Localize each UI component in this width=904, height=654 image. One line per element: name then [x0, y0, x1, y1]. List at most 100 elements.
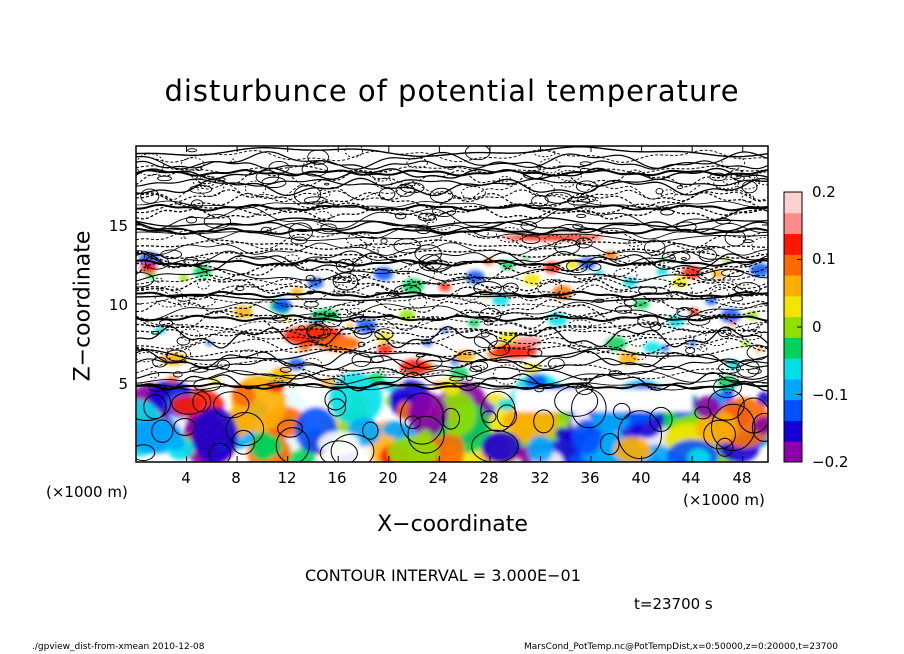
contour-loop [290, 236, 308, 245]
heatmap-blob [467, 318, 481, 328]
contour-line [136, 344, 768, 358]
heatmap-blob [622, 277, 638, 288]
x-tick-label: 48 [732, 469, 752, 487]
contour-loop [178, 300, 190, 307]
contour-loop [626, 239, 643, 247]
contour-loop [351, 353, 372, 367]
contour-loop [196, 279, 210, 290]
contour-line [136, 160, 768, 170]
contour-loop [747, 368, 762, 375]
contour-loop [649, 321, 662, 331]
x-unit-label-left: (×1000 m) [46, 483, 128, 501]
contour-loop [305, 274, 315, 282]
contour-line [136, 382, 768, 391]
colorbar-segment [784, 378, 802, 401]
contour-loop [203, 214, 232, 229]
contour-loop [575, 382, 594, 395]
x-tick-label: 24 [428, 469, 448, 487]
heatmap-blob [688, 340, 697, 347]
contour-loop [703, 419, 736, 450]
colorbar-tick-label: 0 [812, 318, 822, 336]
contour-loop [235, 256, 242, 260]
contour-loop [695, 244, 713, 252]
contour-loop [538, 158, 562, 174]
contour-loop [568, 319, 592, 331]
heatmap-blob [523, 273, 541, 286]
contour-loop [465, 375, 473, 381]
contour-loop [461, 186, 486, 200]
heatmap-blob [633, 299, 650, 309]
contour-loop [480, 330, 490, 338]
contour-loop [416, 354, 443, 370]
contour-loop [737, 397, 768, 434]
contour-loop [260, 226, 272, 235]
contour-loop [193, 378, 222, 392]
heatmap-blob [346, 323, 354, 329]
contour-line [136, 217, 768, 228]
contour-loop [734, 282, 761, 297]
contour-loop [447, 166, 454, 170]
contour-loop [481, 410, 497, 424]
contour-loop [608, 370, 623, 376]
contour-loop [144, 254, 169, 270]
contour-loop [370, 248, 379, 254]
contour-loop [339, 368, 347, 374]
contour-line [136, 274, 768, 286]
contour-loop [495, 227, 524, 243]
contour-loop [166, 345, 191, 362]
contour-line [136, 369, 768, 385]
contour-loop [584, 377, 592, 382]
contour-loop [407, 261, 435, 284]
contour-loop [680, 257, 687, 260]
heatmap-blob [696, 410, 739, 445]
heatmap-blob [570, 453, 585, 462]
colorbar-segment [784, 420, 802, 442]
colorbar-segment [784, 337, 802, 359]
contour-loop [533, 409, 555, 434]
contour-loop [675, 221, 697, 233]
x-tick-label: 40 [631, 469, 651, 487]
contour-loop [417, 212, 437, 222]
heatmap-blob [170, 395, 201, 417]
contour-loop [575, 180, 598, 193]
contour-loop [559, 180, 574, 188]
contour-loop [527, 348, 543, 358]
contour-loop [314, 211, 332, 222]
contour-loop [344, 146, 364, 158]
contour-line [136, 268, 768, 283]
contour-loop [189, 184, 213, 194]
contour-loop [473, 332, 498, 349]
footer-right-text: MarsCond_PotTemp.nc@PotTempDist,x=0:5000… [524, 642, 838, 652]
heatmap-blob [481, 431, 522, 462]
contour-loop [723, 178, 740, 185]
contour-loop [698, 248, 717, 262]
heatmap-blob [591, 408, 630, 433]
contour-loop [308, 325, 329, 342]
contour-loop [543, 235, 564, 246]
contour-loop [717, 327, 732, 338]
footer-left-text: ./gpview_dist-from-xmean 2010-12-08 [32, 642, 205, 652]
contour-loop [547, 357, 565, 370]
heatmap-blob [750, 263, 768, 277]
heatmap-blob [753, 416, 768, 435]
contour-loop [682, 335, 695, 342]
contour-loop [684, 340, 706, 350]
contour-loop [180, 236, 187, 240]
x-unit-label-right: (×1000 m) [683, 491, 765, 509]
contour-loop [275, 427, 310, 462]
contour-loop [754, 171, 768, 186]
colorbar-tick-label: 0.2 [812, 183, 836, 201]
contour-loop [357, 341, 366, 347]
contour-loop [473, 364, 485, 373]
x-tick-label: 28 [479, 469, 499, 487]
contour-loop [157, 175, 172, 182]
contour-loop [734, 173, 760, 190]
contour-loop [171, 392, 207, 415]
contour-loop [531, 195, 549, 207]
contour-loop [441, 407, 461, 430]
contour-loop [187, 148, 198, 153]
contour-line [136, 189, 768, 203]
contour-loop [277, 419, 303, 438]
contour-loop [136, 272, 154, 288]
colorbar-segment [784, 441, 802, 463]
